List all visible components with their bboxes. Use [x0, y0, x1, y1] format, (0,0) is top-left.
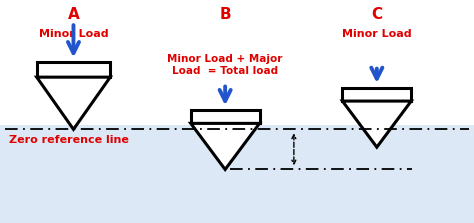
Text: C: C [371, 7, 383, 22]
FancyBboxPatch shape [0, 125, 474, 223]
Polygon shape [191, 123, 259, 169]
Text: B: B [219, 7, 231, 22]
Bar [191, 110, 259, 123]
Bar [342, 88, 411, 101]
Text: Minor Load: Minor Load [342, 29, 411, 39]
Text: A: A [68, 7, 79, 22]
Text: Minor Load: Minor Load [39, 29, 108, 39]
Text: Zero reference line: Zero reference line [9, 135, 129, 145]
Polygon shape [37, 77, 110, 129]
Bar [37, 62, 110, 77]
Text: Minor Load + Major
Load  = Total load: Minor Load + Major Load = Total load [167, 54, 283, 76]
Polygon shape [342, 101, 411, 147]
